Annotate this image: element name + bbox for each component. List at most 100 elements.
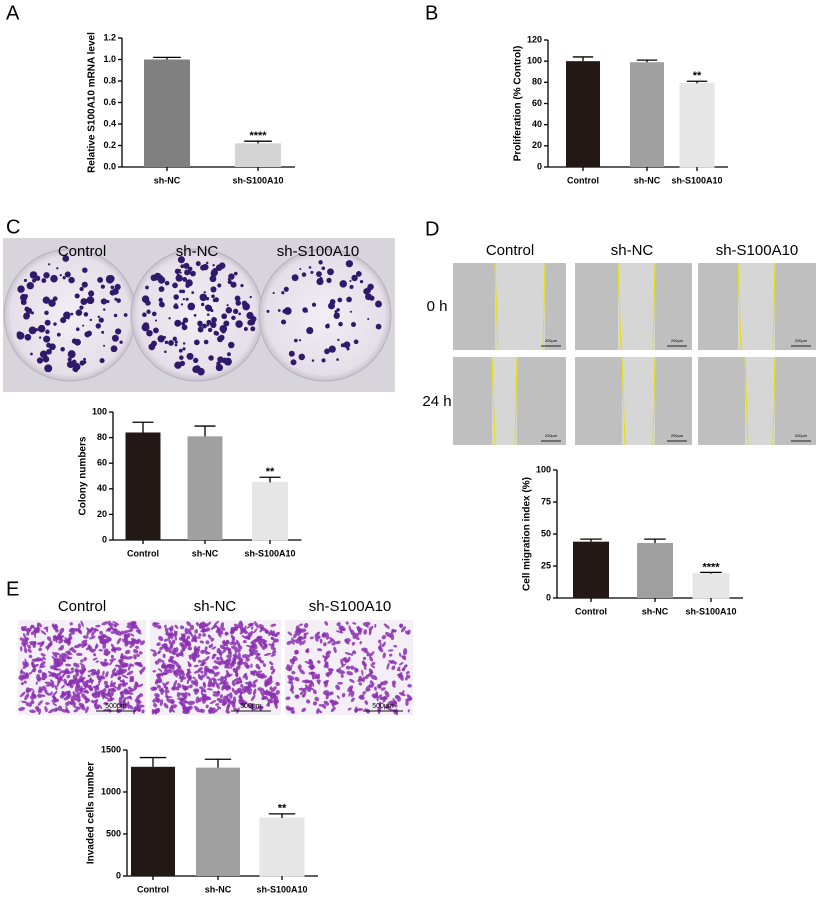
colony [97, 277, 104, 283]
colony [345, 260, 354, 268]
cell [201, 693, 207, 697]
cell [187, 674, 192, 681]
cell [385, 704, 389, 709]
cell [345, 665, 351, 670]
cell [200, 649, 205, 654]
cell [23, 647, 28, 654]
cell [109, 623, 114, 627]
cell [73, 650, 77, 653]
error-bar [259, 476, 281, 483]
colony [75, 327, 80, 332]
cell [114, 664, 120, 667]
cell [186, 621, 192, 627]
column-label: sh-S100A10 [277, 243, 360, 260]
colony [272, 292, 275, 295]
cell [270, 623, 277, 627]
cell [290, 687, 294, 694]
cell [305, 686, 312, 693]
cell [321, 632, 327, 638]
cell [312, 689, 317, 695]
cell [251, 626, 254, 630]
cell [330, 706, 336, 712]
cell [173, 630, 178, 636]
cell [128, 704, 134, 710]
cell [393, 661, 397, 665]
cell [156, 642, 161, 646]
cell [124, 642, 129, 647]
cell [383, 623, 390, 629]
error-bar [686, 80, 708, 84]
cell [235, 681, 240, 685]
cell [232, 657, 237, 665]
cell [218, 681, 224, 685]
colony [227, 278, 231, 281]
cell [291, 637, 295, 646]
cell [371, 661, 376, 665]
cell [347, 656, 351, 662]
cell [364, 673, 370, 680]
colony [97, 315, 101, 319]
colony [212, 267, 218, 274]
cell [205, 704, 209, 709]
colony [63, 311, 71, 319]
colony [218, 262, 226, 269]
cell [128, 628, 134, 633]
colony [148, 343, 156, 351]
cell [30, 700, 35, 705]
colony [42, 296, 51, 304]
cell [153, 709, 160, 714]
cell [354, 706, 358, 714]
cell [61, 684, 65, 689]
cell [99, 635, 102, 644]
cell [180, 703, 187, 708]
column-label: sh-S100A10 [716, 242, 799, 259]
y-tick-label: 1.0 [103, 54, 116, 64]
cell [52, 651, 58, 658]
colony [72, 362, 81, 371]
colony [160, 278, 163, 281]
colony [301, 272, 307, 277]
colony [250, 326, 256, 332]
cell [30, 624, 33, 630]
colony [195, 261, 201, 267]
cell [154, 660, 159, 665]
cell [235, 639, 241, 647]
colony [32, 278, 37, 283]
colony [174, 319, 182, 327]
y-tick-label: 60 [97, 458, 107, 468]
cell [73, 644, 81, 649]
colony [243, 327, 248, 331]
cell [176, 692, 183, 695]
cell [361, 669, 364, 676]
cell [113, 628, 119, 636]
cell [60, 708, 67, 713]
cell [91, 631, 95, 637]
cell [213, 671, 220, 677]
cell [117, 676, 121, 680]
cell [343, 657, 348, 661]
cell [195, 696, 200, 704]
cell [59, 694, 64, 699]
cell [246, 686, 253, 692]
cell [194, 688, 200, 695]
cell [161, 663, 166, 668]
x-tick-label: sh-S100A10 [244, 548, 295, 558]
scale-label: 200μm [545, 338, 558, 343]
cell [352, 632, 356, 640]
cell [100, 635, 106, 639]
colony [182, 298, 186, 301]
cell [322, 690, 330, 695]
dish [258, 248, 392, 382]
colony [321, 266, 326, 271]
error-bar [636, 59, 658, 63]
cell [319, 638, 323, 644]
cell [91, 627, 99, 632]
colony [106, 299, 110, 304]
cell [316, 648, 323, 652]
cell [354, 668, 359, 673]
cell [187, 700, 196, 706]
cell [405, 671, 410, 675]
cell [110, 672, 115, 679]
cell [193, 637, 198, 643]
colony [100, 298, 108, 305]
